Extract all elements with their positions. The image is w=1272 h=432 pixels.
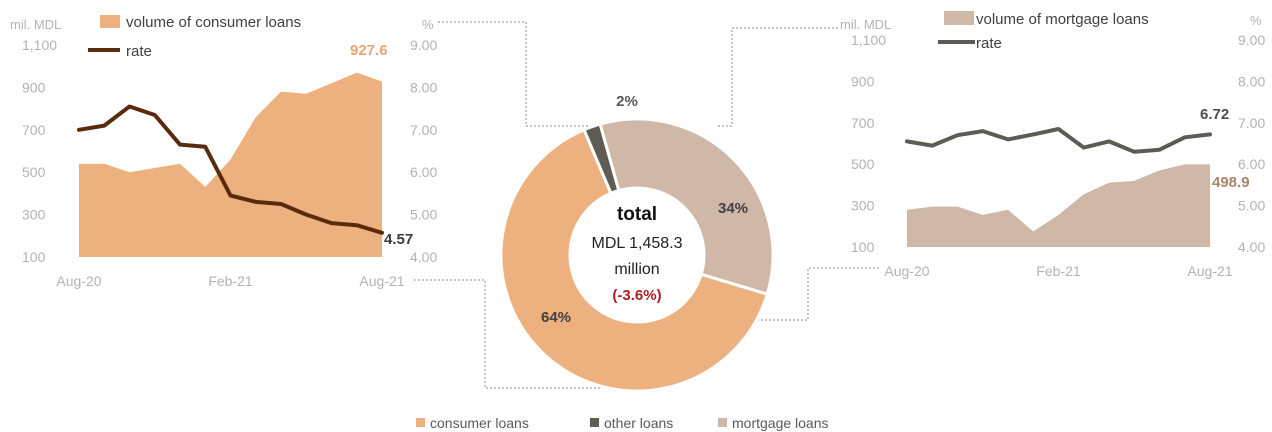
donut-change: (-3.6%) (612, 287, 661, 304)
legend-other-swatch (590, 418, 599, 427)
legend-other-label: other loans (604, 415, 673, 431)
right-y-tick-label: 300 (851, 198, 875, 214)
right-y-unit: mil. MDL (840, 17, 891, 32)
left-y-tick-label: 1,100 (22, 37, 57, 53)
donut-unit: million (614, 261, 659, 278)
left-y2-tick-label: 6.00 (410, 164, 437, 180)
legend-mortgage-label: mortgage loans (732, 415, 829, 431)
mortgage-volume-area (907, 164, 1210, 247)
left-y2-tick-label: 4.00 (410, 249, 437, 265)
right-y2-tick-label: 7.00 (1238, 115, 1265, 131)
donut-slice-mortgage (598, 117, 775, 296)
connector-right-top (718, 27, 840, 127)
consumer-rate-last-label: 4.57 (384, 231, 413, 248)
legend-consumer-rate-label: rate (126, 43, 152, 60)
left-x-axis: Aug-20 Feb-21 Aug-21 (56, 273, 404, 289)
right-y2-unit: % (1250, 13, 1262, 28)
left-y-tick-label: 300 (22, 207, 46, 223)
mortgage-loans-chart: mil. MDL % volume of mortgage loans rate… (840, 11, 1265, 279)
left-x-tick-label: Feb-21 (208, 273, 253, 289)
donut-slice-consumer (499, 127, 770, 393)
right-x-tick-label: Aug-20 (884, 263, 929, 279)
right-y2-tick-label: 8.00 (1238, 73, 1265, 89)
donut-amount: MDL 1,458.3 (591, 235, 682, 252)
connector-lines (414, 21, 880, 389)
right-y-tick-label: 900 (851, 73, 875, 89)
legend-consumer-volume-swatch (100, 15, 120, 28)
legend-consumer-volume-label: volume of consumer loans (126, 14, 301, 31)
mortgage-rate-last-label: 6.72 (1200, 106, 1229, 123)
consumer-rate-line (77, 104, 384, 235)
left-x-tick-label: Aug-21 (359, 273, 404, 289)
right-y-axis: 1,100 900 700 500 300 100 (851, 32, 886, 255)
right-volume-area-shape (907, 164, 1210, 247)
right-y-tick-label: 700 (851, 115, 875, 131)
mortgage-rate-line (905, 127, 1212, 154)
legend-consumer-swatch (416, 418, 425, 427)
left-y2-tick-label: 9.00 (410, 37, 437, 53)
left-y2-axis: 9.00 8.00 7.00 6.00 5.00 4.00 (410, 37, 437, 265)
consumer-volume-area (79, 72, 382, 257)
right-x-tick-label: Aug-21 (1187, 263, 1232, 279)
left-y2-tick-label: 5.00 (410, 207, 437, 223)
left-y2-tick-label: 8.00 (410, 79, 437, 95)
right-y2-tick-label: 6.00 (1238, 156, 1265, 172)
left-volume-area-shape (79, 72, 382, 257)
right-y-tick-label: 1,100 (851, 32, 886, 48)
loan-structure-donut: 64% 2% 34% total MDL 1,458.3 million (-3.6… (499, 93, 775, 393)
connector-left-top (438, 21, 610, 127)
right-y2-tick-label: 9.00 (1238, 32, 1265, 48)
donut-label-mortgage: 34% (718, 200, 748, 217)
left-y-tick-label: 100 (22, 249, 46, 265)
mortgage-volume-last-label: 498.9 (1212, 174, 1250, 191)
left-x-tick-label: Aug-20 (56, 273, 101, 289)
consumer-loans-chart: mil. MDL % volume of consumer loans rate… (10, 14, 437, 289)
left-rate-line-shape (77, 104, 384, 235)
left-y-tick-label: 500 (22, 164, 46, 180)
connector-left-bottom (414, 279, 600, 389)
right-x-axis: Aug-20 Feb-21 Aug-21 (884, 263, 1232, 279)
donut-legend: consumer loans other loans mortgage loan… (416, 415, 829, 431)
donut-label-other: 2% (616, 93, 638, 110)
left-y-tick-label: 900 (22, 79, 46, 95)
right-y-tick-label: 500 (851, 156, 875, 172)
right-y2-tick-label: 4.00 (1238, 239, 1265, 255)
donut-label-consumer: 64% (541, 309, 571, 326)
legend-mortgage-volume-swatch (944, 11, 974, 25)
right-y2-tick-label: 5.00 (1238, 198, 1265, 214)
donut-total-label: total (617, 204, 657, 225)
right-y-tick-label: 100 (851, 239, 875, 255)
left-y2-tick-label: 7.00 (410, 122, 437, 138)
right-rate-line-shape (905, 127, 1212, 154)
left-y-unit: mil. MDL (10, 17, 61, 32)
left-y-tick-label: 700 (22, 122, 46, 138)
connector-right-bottom (745, 267, 880, 321)
legend-mortgage-volume-label: volume of mortgage loans (976, 11, 1149, 28)
legend-mortgage-rate-label: rate (976, 35, 1002, 52)
legend-consumer-label: consumer loans (430, 415, 529, 431)
left-y-axis: 1,100 900 700 500 300 100 (22, 37, 57, 265)
right-y2-axis: 9.00 8.00 7.00 6.00 5.00 4.00 (1238, 32, 1265, 255)
right-x-tick-label: Feb-21 (1036, 263, 1081, 279)
consumer-volume-last-label: 927.6 (350, 42, 388, 59)
legend-mortgage-swatch (718, 418, 727, 427)
left-y2-unit: % (422, 17, 434, 32)
donut-value-labels: 64% 2% 34% (541, 93, 748, 326)
donut-slices (499, 117, 775, 393)
